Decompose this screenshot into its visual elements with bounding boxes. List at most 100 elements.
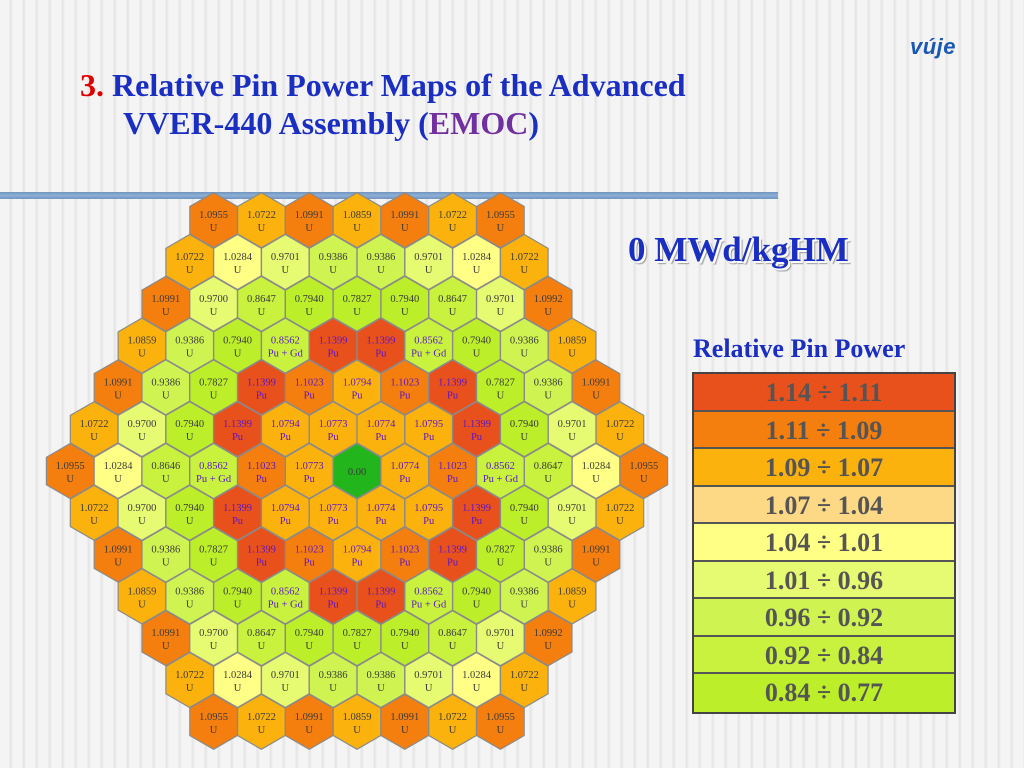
pin-fuel-type: U [138, 349, 146, 360]
pin-power-value: 1.1399 [366, 336, 395, 347]
pin-power-value: 0.9700 [199, 628, 228, 639]
pin-power-value: 0.7827 [199, 545, 228, 556]
pin-fuel-type: U [616, 516, 624, 527]
pin-fuel-type: Pu + Gd [411, 599, 447, 610]
pin-fuel-type: Pu [447, 474, 459, 485]
pin-power-value: 0.7827 [486, 545, 515, 556]
pin-fuel-type: U [210, 390, 218, 401]
pin-fuel-type: U [401, 307, 409, 318]
pin-power-value: 1.0795 [414, 419, 443, 430]
pin-fuel-type: U [186, 432, 194, 443]
pin-power-value: 1.0773 [319, 503, 348, 514]
pin-fuel-type: U [497, 641, 505, 652]
pin-fuel-type: Pu [328, 432, 340, 443]
pin-power-value: 0.8562 [271, 336, 300, 347]
pin-power-value: 1.1399 [319, 336, 348, 347]
pin-power-value: 1.0722 [605, 419, 634, 430]
slide-title: 3. Relative Pin Power Maps of the Advanc… [80, 66, 880, 142]
pin-power-value: 0.9386 [319, 670, 348, 681]
pin-power-value: 0.8647 [438, 628, 467, 639]
pin-power-value: 0.7827 [343, 628, 372, 639]
pin-fuel-type: U [568, 432, 576, 443]
pin-fuel-type: Pu + Gd [483, 474, 519, 485]
pin-fuel-type: Pu [447, 558, 459, 569]
pin-fuel-type: U [186, 265, 194, 276]
pin-fuel-type: U [234, 265, 242, 276]
pin-fuel-type: U [162, 474, 170, 485]
pin-hexagon [476, 693, 525, 750]
pin-fuel-type: Pu [351, 390, 363, 401]
burnup-label: 0 MWd/kgHM [628, 230, 849, 269]
title-emoc: EMOC [428, 105, 529, 141]
pin-fuel-type: U [210, 725, 218, 736]
pin-fuel-type: U [305, 307, 313, 318]
pin-power-value: 1.0794 [271, 503, 301, 514]
pin-fuel-type: U [258, 641, 266, 652]
pin-fuel-type: U [258, 307, 266, 318]
pin-fuel-type: U [568, 349, 576, 360]
pin-power-value: 1.0722 [438, 210, 467, 221]
pin-power-value: 0.9386 [366, 670, 395, 681]
pin-fuel-type: Pu [375, 349, 387, 360]
pin-power-value: 0.7940 [462, 586, 491, 597]
pin-power-value: 1.0773 [319, 419, 348, 430]
pin-fuel-type: Pu [328, 599, 340, 610]
pin-power-value: 0.9386 [534, 377, 563, 388]
title-number: 3. [80, 67, 104, 103]
pin-fuel-type: U [210, 307, 218, 318]
pin-power-value: 0.9700 [199, 294, 228, 305]
pin-fuel-type: U [162, 390, 170, 401]
pin-power-value: 0.9386 [366, 252, 395, 263]
pin-power-value: 0.7940 [223, 336, 252, 347]
pin-power-value: 1.0991 [582, 545, 611, 556]
legend-row: 1.14 ÷ 1.11 [694, 374, 954, 412]
pin-fuel-type: U [521, 432, 529, 443]
fuel-pin-cell: 1.0955 U [476, 693, 525, 750]
pin-fuel-type: U [521, 516, 529, 527]
pin-power-value: 0.7940 [390, 628, 419, 639]
pin-fuel-type: U [138, 599, 146, 610]
pin-fuel-type: Pu [304, 558, 316, 569]
pin-fuel-type: U [329, 683, 337, 694]
pin-fuel-type: U [234, 683, 242, 694]
pin-fuel-type: U [401, 641, 409, 652]
pin-fuel-type: U [449, 307, 457, 318]
pin-power-value: 1.0722 [80, 503, 109, 514]
vuje-logo: vúje [910, 34, 957, 59]
pin-fuel-type: U [401, 725, 409, 736]
pin-power-value: 0.9701 [558, 503, 587, 514]
pin-power-value: 0.7940 [295, 294, 324, 305]
pin-fuel-type: U [138, 516, 146, 527]
pin-fuel-type: U [568, 599, 576, 610]
pin-power-value: 1.1399 [223, 419, 252, 430]
pin-fuel-type: U [90, 432, 98, 443]
pin-fuel-type: U [592, 558, 600, 569]
pin-fuel-type: U [329, 265, 337, 276]
pin-fuel-type: U [282, 683, 290, 694]
pin-power-value: 1.0722 [175, 252, 204, 263]
pin-power-value: 0.9701 [414, 670, 443, 681]
pin-fuel-type: Pu [399, 474, 411, 485]
pin-fuel-type: U [497, 223, 505, 234]
legend-table: 1.14 ÷ 1.11 1.11 ÷ 1.09 1.09 ÷ 1.07 1.07 ÷ … [692, 372, 956, 714]
pin-power-value: 1.0991 [151, 294, 180, 305]
pin-power-value: 1.1399 [247, 545, 276, 556]
pin-power-value: 0.7827 [343, 294, 372, 305]
pin-power-value: 1.0955 [199, 712, 228, 723]
pin-power-value: 1.0991 [104, 545, 133, 556]
pin-fuel-type: U [282, 265, 290, 276]
pin-power-value: 1.1023 [438, 461, 467, 472]
pin-power-value: 1.0859 [127, 586, 156, 597]
pin-fuel-type: U [425, 265, 433, 276]
pin-fuel-type: U [162, 307, 170, 318]
pin-power-value: 1.0773 [295, 461, 324, 472]
pin-fuel-type: U [473, 599, 481, 610]
pin-power-value: 1.0795 [414, 503, 443, 514]
pin-fuel-type: U [425, 683, 433, 694]
pin-fuel-type: U [305, 725, 313, 736]
pin-fuel-type: U [138, 432, 146, 443]
pin-fuel-type: Pu + Gd [268, 349, 304, 360]
pin-power-value: 1.0991 [390, 210, 419, 221]
pin-power-value: 1.1399 [366, 586, 395, 597]
pin-power-value: 1.1023 [295, 545, 324, 556]
